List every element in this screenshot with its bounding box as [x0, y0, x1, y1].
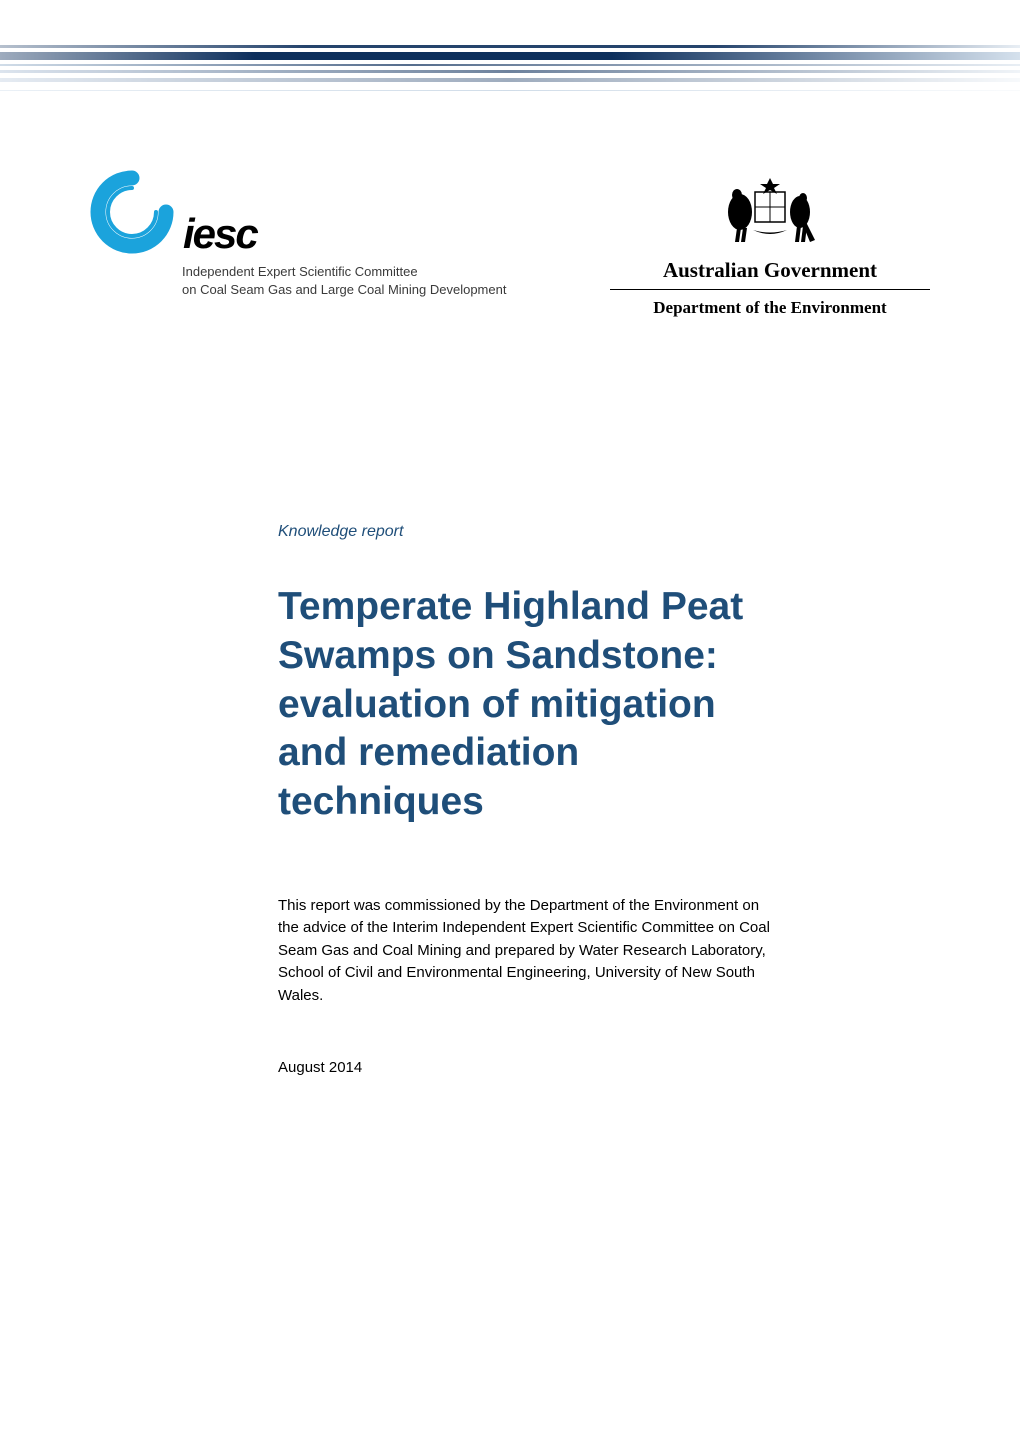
- report-category: Knowledge report: [278, 523, 778, 541]
- logos-row: iesc Independent Expert Scientific Commi…: [0, 120, 1020, 318]
- iesc-acronym: iesc: [183, 213, 257, 255]
- iesc-subtitle-line2: on Coal Seam Gas and Large Coal Mining D…: [182, 282, 506, 297]
- coat-of-arms-icon: [715, 170, 825, 248]
- report-content: Knowledge report Temperate Highland Peat…: [188, 523, 868, 1076]
- header-banner: [0, 0, 1020, 120]
- australian-government-logo: Australian Government Department of the …: [610, 170, 930, 318]
- logo-divider: [610, 289, 930, 290]
- australian-government-text: Australian Government: [663, 258, 877, 283]
- banner-stripe: [0, 78, 1020, 82]
- iesc-logo: iesc Independent Expert Scientific Commi…: [90, 170, 506, 299]
- banner-stripe: [0, 45, 1020, 48]
- banner-stripe: [0, 90, 1020, 91]
- report-description: This report was commissioned by the Depa…: [278, 895, 778, 1008]
- department-text: Department of the Environment: [653, 298, 886, 318]
- iesc-circle-icon: [90, 170, 175, 255]
- iesc-logo-mark: iesc: [90, 170, 506, 255]
- banner-stripe: [0, 70, 1020, 73]
- iesc-subtitle: Independent Expert Scientific Committee …: [182, 263, 506, 299]
- report-date: August 2014: [278, 1059, 778, 1076]
- iesc-subtitle-line1: Independent Expert Scientific Committee: [182, 264, 418, 279]
- banner-stripe: [0, 64, 1020, 66]
- banner-stripe: [0, 52, 1020, 60]
- report-title: Temperate Highland Peat Swamps on Sandst…: [278, 583, 778, 827]
